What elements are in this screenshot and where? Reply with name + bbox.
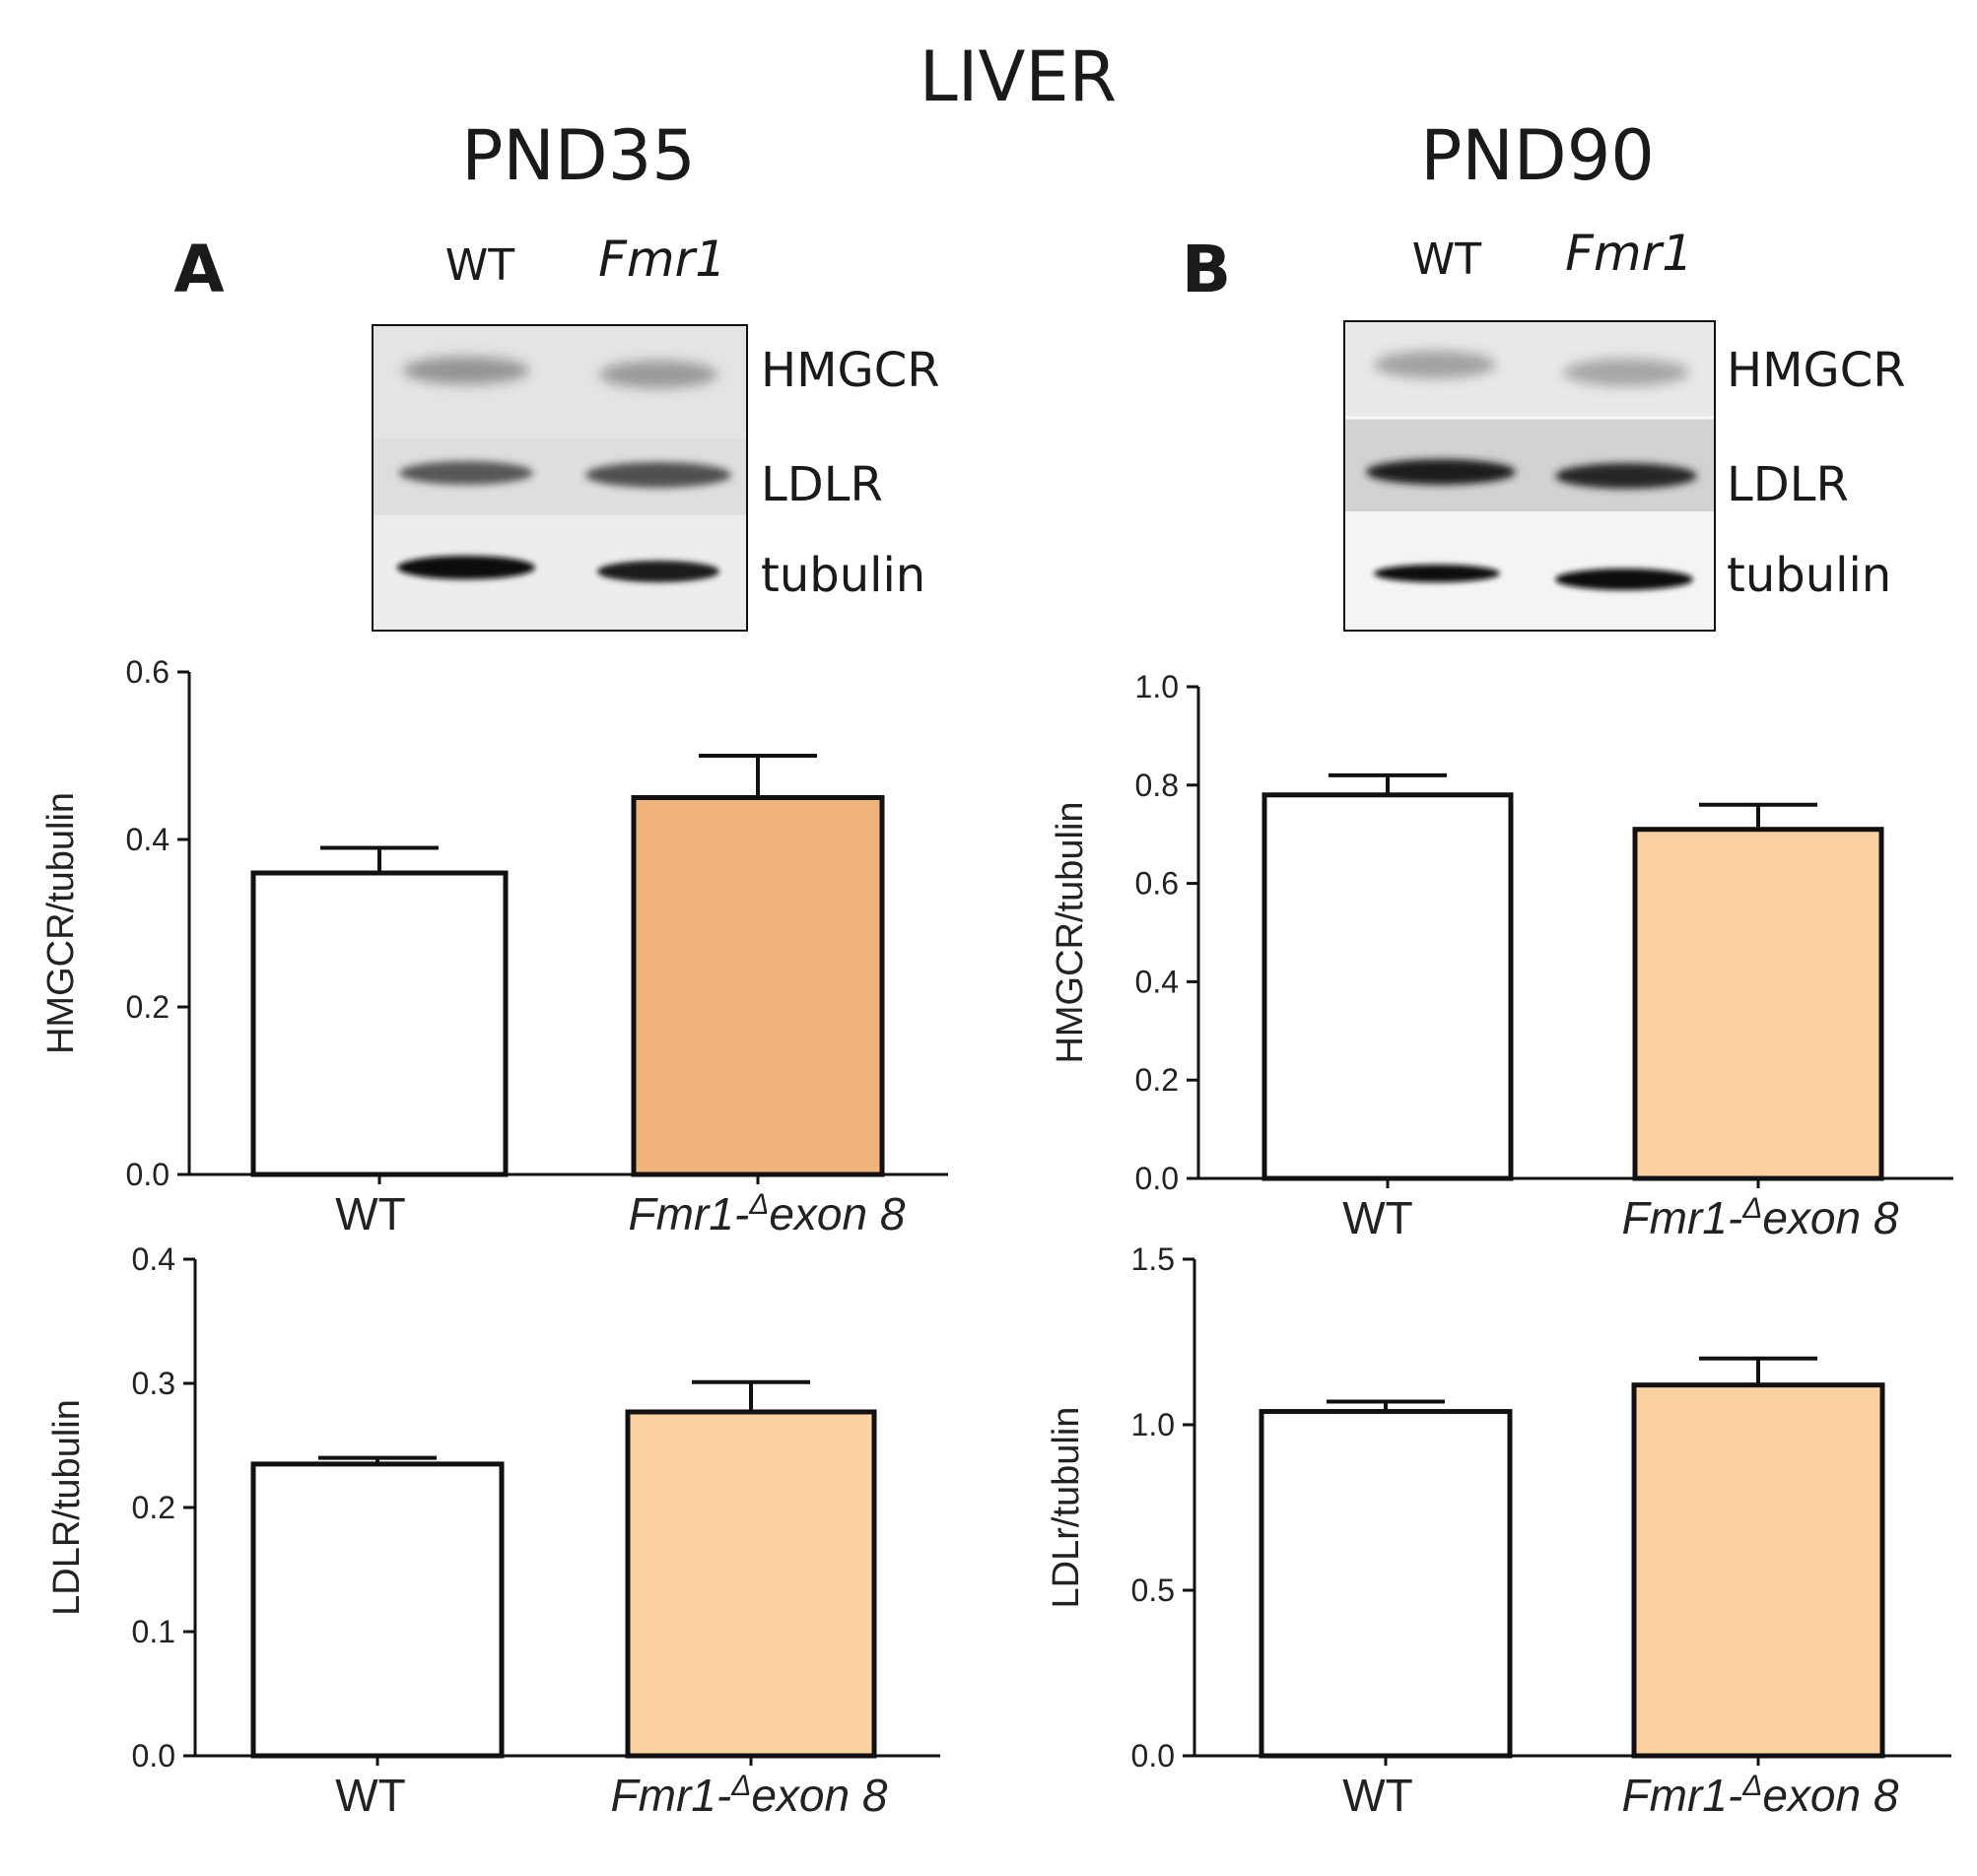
y-tick-label: 0.6 <box>126 654 170 690</box>
x-tick-label: Fmr1-Δexon 8 <box>629 1188 906 1240</box>
blot-a-lane-label-fmr1: Fmr1 <box>598 231 726 288</box>
x-tick-label: WT <box>335 1770 406 1821</box>
y-axis-label: LDLR/tubulin <box>46 1399 88 1616</box>
y-tick-label: 0.4 <box>126 822 170 857</box>
y-axis-label: HMGCR/tubulin <box>1050 801 1091 1063</box>
y-axis-label: LDLr/tubulin <box>1046 1407 1087 1609</box>
blot-b-band-ldlr-fmr1 <box>1555 463 1697 489</box>
blot-b-lane-label-wt: WT <box>1412 234 1482 285</box>
figure-title: LIVER <box>920 36 1117 117</box>
bar-1 <box>1632 827 1884 1181</box>
blot-a-band-hmgcr-wt <box>403 357 529 384</box>
y-tick-label: 0.0 <box>1135 1161 1179 1196</box>
y-tick-label: 0.4 <box>1135 964 1179 999</box>
blot-a-band-label-hmgcr: HMGCR <box>761 343 940 398</box>
blot-b-band-label-hmgcr: HMGCR <box>1727 343 1906 398</box>
y-tick-label: 0.0 <box>126 1157 170 1192</box>
y-tick-label: 1.0 <box>1131 1407 1175 1442</box>
x-tick-label: Fmr1-Δexon 8 <box>611 1770 888 1821</box>
blot-b-band-ldlr-wt <box>1366 459 1516 485</box>
bar-1 <box>1631 1382 1885 1759</box>
y-tick-label: 0.8 <box>1135 768 1179 803</box>
y-tick-label: 0.3 <box>132 1366 175 1401</box>
blot-a-band-label-ldlr: LDLR <box>761 457 883 512</box>
x-tick-label: WT <box>1342 1770 1413 1821</box>
y-tick-label: 0.0 <box>132 1738 175 1774</box>
bar-0 <box>250 870 509 1177</box>
y-tick-label: 0.4 <box>132 1241 175 1277</box>
chart-ldlr-pnd35: 0.0 0.1 0.2 0.3 0.4 LDLR/tubulin WT Fmr1-Δexon … <box>46 1241 940 1821</box>
y-tick-label: 0.2 <box>126 989 170 1025</box>
blot-b-band-tubulin-fmr1 <box>1555 569 1693 590</box>
x-tick-label: WT <box>335 1188 406 1240</box>
bar-0 <box>1259 1409 1513 1759</box>
blot-b-band-hmgcr-wt <box>1374 351 1496 378</box>
x-tick-label: WT <box>1342 1192 1413 1243</box>
western-blot-a: WT Fmr1 HMGCR LDLR tubulin <box>372 231 940 632</box>
blot-a-band-ldlr-fmr1 <box>585 462 731 488</box>
y-tick-label: 0.6 <box>1135 866 1179 902</box>
blot-a-band-label-tubulin: tubulin <box>761 548 925 603</box>
column-title-pnd90: PND90 <box>1420 115 1655 196</box>
blot-b-band-label-ldlr: LDLR <box>1727 457 1849 512</box>
column-title-pnd35: PND35 <box>461 115 696 196</box>
panel-letter-a: A <box>173 232 224 307</box>
chart-hmgcr-pnd90: 0.0 0.2 0.4 0.6 0.8 1.0 HMGCR/tubulin WT Fmr1-Δe… <box>1050 669 1953 1243</box>
bar-0 <box>1261 792 1514 1181</box>
blot-a-band-tubulin-wt <box>397 556 535 579</box>
y-tick-label: 0.2 <box>1135 1062 1179 1098</box>
western-blot-b: WT Fmr1 HMGCR LDLR tubulin <box>1343 225 1906 632</box>
bar-1 <box>631 795 885 1177</box>
y-tick-label: 0.5 <box>1131 1573 1175 1608</box>
panel-letter-b: B <box>1182 232 1231 307</box>
blot-b-lane-label-fmr1: Fmr1 <box>1565 225 1693 282</box>
chart-hmgcr-pnd35: 0.0 0.2 0.4 0.6 HMGCR/tubulin WT Fmr1-Δexon 8 <box>40 654 948 1240</box>
bar-0 <box>250 1461 505 1759</box>
blot-b-band-tubulin-wt <box>1374 565 1500 582</box>
blot-a-band-ldlr-wt <box>399 461 533 485</box>
blot-b-band-label-tubulin: tubulin <box>1727 548 1891 603</box>
blot-b-band-hmgcr-fmr1 <box>1563 359 1689 386</box>
blot-a-band-hmgcr-fmr1 <box>599 361 717 388</box>
y-tick-label: 1.5 <box>1131 1241 1175 1277</box>
blot-a-lane-label-wt: WT <box>445 240 515 291</box>
y-axis-label: HMGCR/tubulin <box>40 792 82 1054</box>
chart-ldlr-pnd90: 0.0 0.5 1.0 1.5 LDLr/tubulin WT Fmr1-Δexon 8 <box>1046 1241 1951 1821</box>
bar-1 <box>625 1409 877 1759</box>
x-tick-label: Fmr1-Δexon 8 <box>1622 1192 1899 1243</box>
x-tick-label: Fmr1-Δexon 8 <box>1622 1770 1899 1821</box>
y-tick-label: 0.1 <box>132 1614 175 1649</box>
y-tick-label: 1.0 <box>1135 669 1179 704</box>
blot-a-band-tubulin-fmr1 <box>597 561 719 582</box>
y-tick-label: 0.2 <box>132 1490 175 1525</box>
y-tick-label: 0.0 <box>1131 1738 1175 1774</box>
